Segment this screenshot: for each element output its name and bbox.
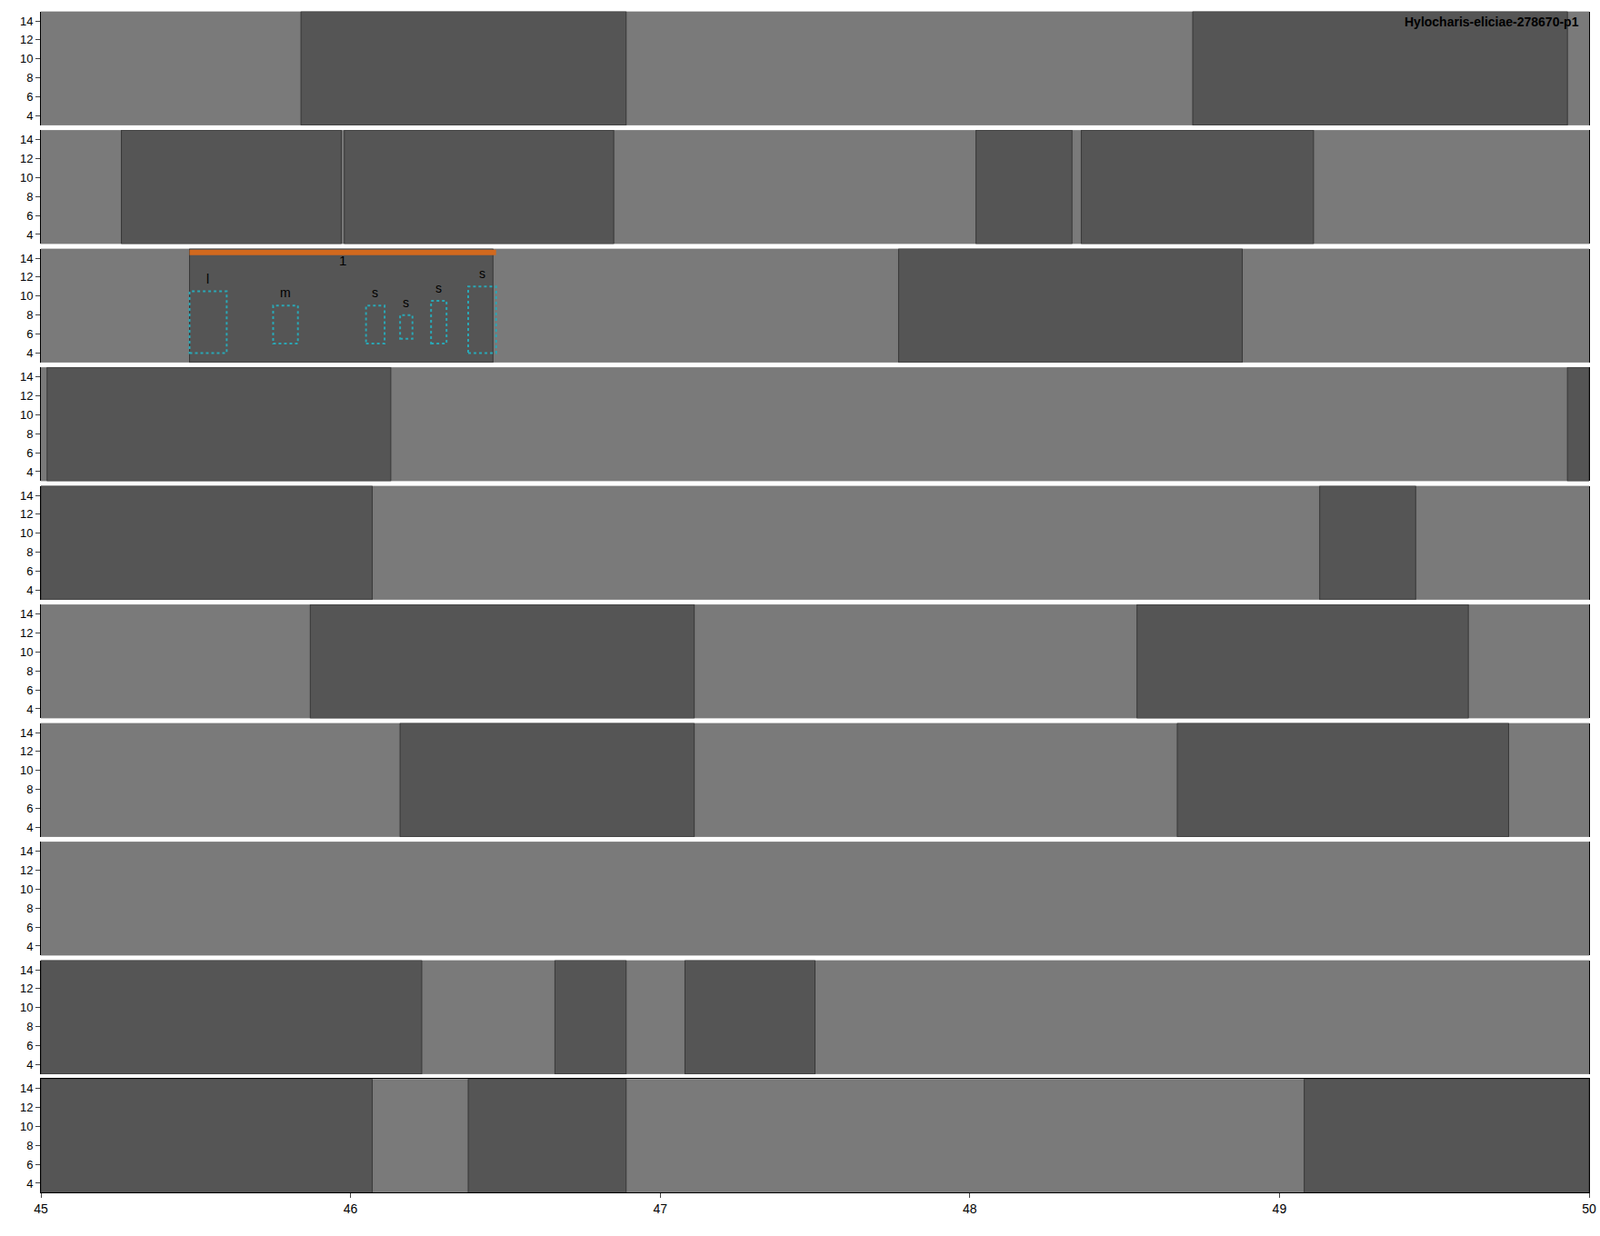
svg-text:4: 4 — [26, 702, 33, 717]
svg-text:6: 6 — [26, 801, 33, 816]
svg-text:10: 10 — [20, 763, 33, 778]
svg-text:4: 4 — [26, 228, 33, 242]
svg-text:10: 10 — [20, 882, 33, 897]
svg-text:10: 10 — [20, 645, 33, 660]
svg-text:m: m — [280, 285, 291, 300]
svg-text:10: 10 — [20, 526, 33, 540]
svg-text:14: 14 — [20, 14, 33, 29]
svg-text:1: 1 — [339, 252, 347, 269]
svg-text:s: s — [371, 285, 379, 300]
svg-text:4: 4 — [26, 583, 33, 598]
svg-text:12: 12 — [20, 626, 33, 640]
svg-text:s: s — [435, 280, 442, 296]
svg-text:14: 14 — [20, 963, 33, 978]
svg-text:8: 8 — [26, 901, 33, 916]
svg-text:8: 8 — [26, 190, 33, 204]
svg-text:10: 10 — [20, 408, 33, 422]
svg-text:47: 47 — [652, 1201, 668, 1217]
svg-text:14: 14 — [20, 370, 33, 384]
svg-text:6: 6 — [26, 327, 33, 341]
svg-text:8: 8 — [26, 70, 33, 85]
svg-text:6: 6 — [26, 564, 33, 579]
svg-text:12: 12 — [20, 270, 33, 284]
svg-text:14: 14 — [20, 844, 33, 859]
svg-text:10: 10 — [20, 170, 33, 185]
svg-text:14: 14 — [20, 489, 33, 503]
svg-text:l: l — [206, 271, 210, 287]
svg-text:49: 49 — [1272, 1201, 1288, 1217]
svg-text:8: 8 — [26, 308, 33, 322]
svg-text:6: 6 — [26, 1158, 33, 1172]
svg-text:14: 14 — [20, 1081, 33, 1096]
svg-text:48: 48 — [962, 1201, 978, 1217]
svg-text:6: 6 — [26, 920, 33, 935]
svg-text:46: 46 — [343, 1201, 359, 1217]
svg-text:6: 6 — [26, 90, 33, 104]
svg-text:12: 12 — [20, 981, 33, 996]
svg-text:10: 10 — [20, 51, 33, 66]
svg-text:12: 12 — [20, 151, 33, 166]
svg-text:10: 10 — [20, 289, 33, 303]
svg-text:14: 14 — [20, 607, 33, 621]
svg-text:14: 14 — [20, 132, 33, 147]
svg-text:s: s — [479, 266, 486, 281]
svg-text:12: 12 — [20, 1100, 33, 1115]
svg-text:4: 4 — [26, 346, 33, 360]
svg-text:12: 12 — [20, 507, 33, 521]
svg-text:8: 8 — [26, 1139, 33, 1153]
svg-text:6: 6 — [26, 446, 33, 460]
svg-text:45: 45 — [33, 1201, 49, 1217]
svg-text:8: 8 — [26, 782, 33, 797]
svg-text:6: 6 — [26, 683, 33, 698]
svg-text:8: 8 — [26, 1020, 33, 1034]
svg-text:12: 12 — [20, 744, 33, 759]
svg-text:50: 50 — [1581, 1201, 1597, 1217]
svg-text:12: 12 — [20, 389, 33, 403]
svg-text:12: 12 — [20, 863, 33, 878]
svg-text:Hylocharis-eliciae-278670-p1: Hylocharis-eliciae-278670-p1 — [1404, 14, 1580, 30]
svg-text:4: 4 — [26, 1177, 33, 1191]
svg-text:12: 12 — [20, 32, 33, 47]
svg-text:4: 4 — [26, 465, 33, 480]
svg-text:8: 8 — [26, 664, 33, 679]
svg-text:4: 4 — [26, 109, 33, 123]
svg-text:8: 8 — [26, 427, 33, 441]
svg-text:4: 4 — [26, 820, 33, 835]
svg-text:s: s — [402, 295, 410, 310]
svg-text:10: 10 — [20, 1120, 33, 1134]
svg-text:14: 14 — [20, 726, 33, 740]
svg-text:14: 14 — [20, 251, 33, 266]
svg-text:6: 6 — [26, 1039, 33, 1053]
svg-text:8: 8 — [26, 545, 33, 560]
svg-text:4: 4 — [26, 940, 33, 954]
svg-text:6: 6 — [26, 209, 33, 223]
svg-text:4: 4 — [26, 1058, 33, 1072]
svg-text:10: 10 — [20, 1000, 33, 1015]
